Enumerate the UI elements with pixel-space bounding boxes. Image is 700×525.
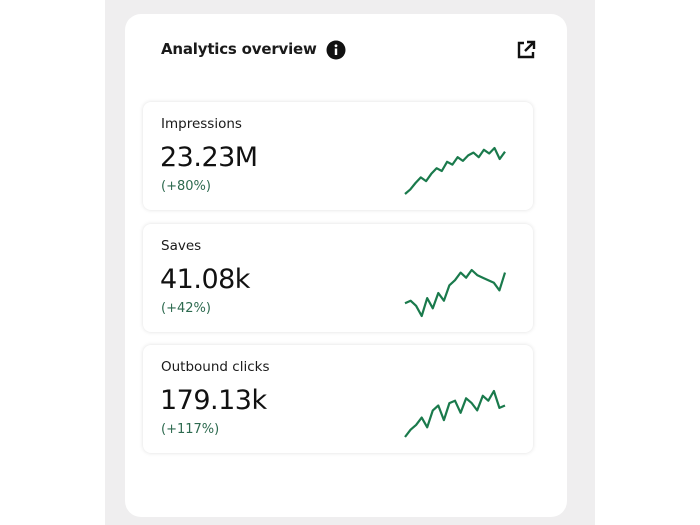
- metric-change: (+42%): [161, 301, 211, 316]
- metric-card: Impressions 23.23M (+80%): [143, 102, 533, 210]
- sparkline: [404, 268, 507, 318]
- metric-card: Saves 41.08k (+42%): [143, 224, 533, 332]
- metric-label: Outbound clicks: [161, 359, 270, 375]
- sparkline: [404, 146, 506, 195]
- metric-value: 41.08k: [160, 264, 250, 295]
- sparkline: [404, 389, 506, 438]
- metric-card: Outbound clicks 179.13k (+117%): [143, 345, 533, 453]
- metric-label: Impressions: [161, 116, 242, 132]
- trend-line: [404, 389, 506, 438]
- analytics-card: Analytics overview Impressions 23.23M (+80…: [125, 14, 567, 517]
- metric-value: 23.23M: [160, 142, 258, 173]
- trend-line: [404, 146, 506, 195]
- metric-value: 179.13k: [160, 385, 267, 416]
- panel: Analytics overview Impressions 23.23M (+80…: [105, 0, 595, 525]
- card-title: Analytics overview: [161, 40, 317, 58]
- open-external-icon[interactable]: [515, 39, 537, 61]
- metric-change: (+80%): [161, 179, 211, 194]
- info-icon[interactable]: [326, 40, 346, 60]
- metric-change: (+117%): [161, 422, 220, 437]
- metric-label: Saves: [161, 238, 202, 254]
- trend-line: [404, 268, 507, 318]
